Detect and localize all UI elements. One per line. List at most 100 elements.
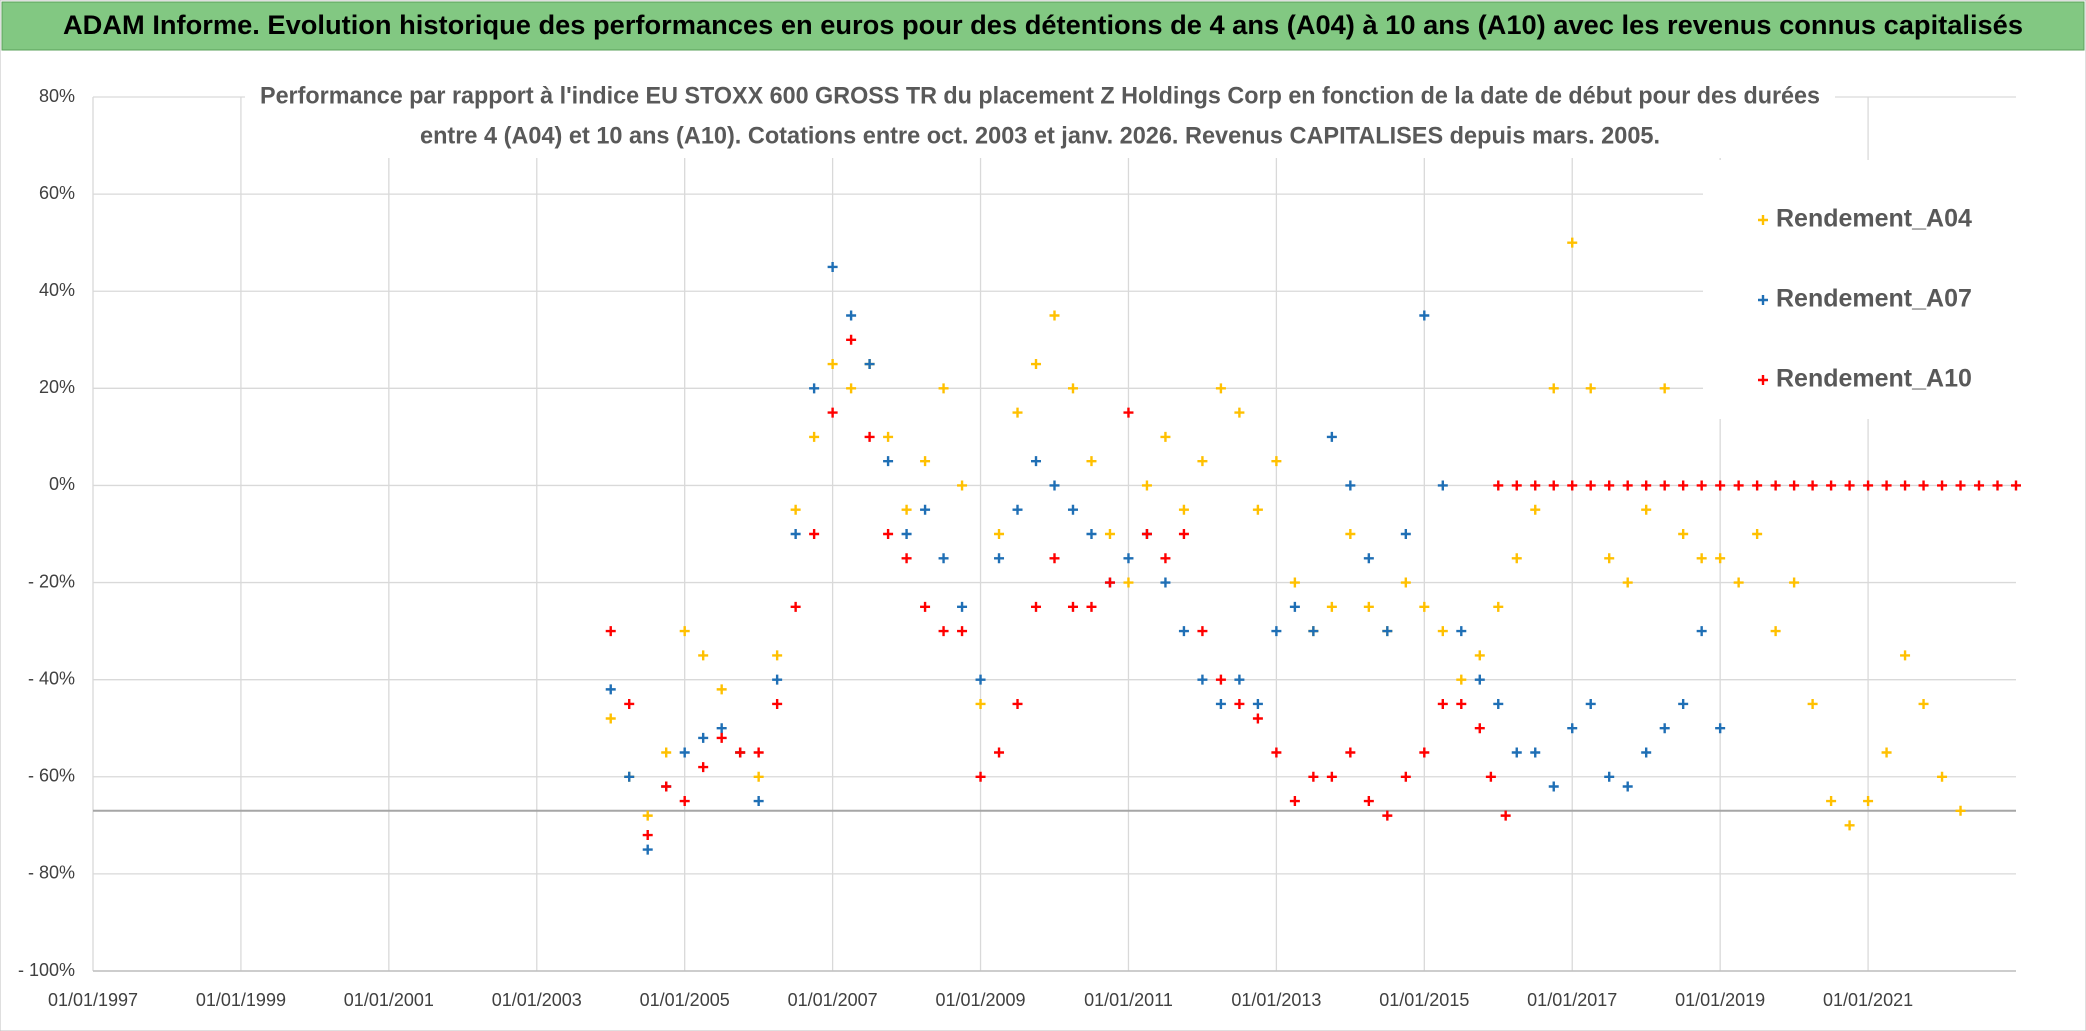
- marker: [1511, 747, 1522, 758]
- marker: [975, 674, 986, 685]
- marker: [1271, 456, 1282, 467]
- marker: [827, 407, 838, 418]
- legend-marker: [1758, 215, 1768, 225]
- marker: [772, 698, 783, 709]
- marker: [642, 844, 653, 855]
- marker: [1918, 480, 1929, 491]
- marker: [1622, 577, 1633, 588]
- marker: [624, 698, 635, 709]
- marker: [1604, 480, 1615, 491]
- marker: [1419, 747, 1430, 758]
- marker: [957, 480, 968, 491]
- marker: [1234, 674, 1245, 685]
- marker: [1511, 553, 1522, 564]
- marker: [1752, 529, 1763, 539]
- y-tick-label: 0%: [49, 474, 75, 494]
- marker: [624, 771, 635, 782]
- x-tick-label: 01/01/2007: [788, 990, 878, 1010]
- marker: [1770, 480, 1781, 491]
- marker: [1252, 698, 1263, 709]
- marker: [753, 747, 764, 758]
- marker: [1485, 771, 1496, 782]
- marker: [1511, 480, 1522, 491]
- marker: [957, 626, 968, 637]
- marker: [1937, 771, 1948, 782]
- marker: [1530, 504, 1541, 515]
- marker: [1530, 747, 1541, 758]
- marker: [1289, 577, 1300, 588]
- marker: [1067, 601, 1078, 612]
- marker: [1086, 456, 1097, 467]
- marker: [1770, 626, 1781, 637]
- marker: [753, 796, 764, 807]
- marker: [1437, 480, 1448, 491]
- y-tick-label: - 40%: [28, 668, 75, 688]
- subtitle-box: [245, 76, 1835, 158]
- marker: [1382, 626, 1393, 637]
- marker: [1215, 674, 1226, 685]
- marker: [1363, 601, 1374, 612]
- marker: [1567, 237, 1578, 248]
- marker: [1178, 529, 1189, 539]
- marker: [1659, 480, 1670, 491]
- marker: [846, 334, 857, 345]
- marker: [716, 732, 727, 743]
- marker: [1031, 456, 1042, 467]
- marker: [1715, 480, 1726, 491]
- marker: [1345, 529, 1356, 539]
- y-tick-label: - 80%: [28, 863, 75, 883]
- marker: [1123, 553, 1134, 564]
- x-tick-label: 01/01/2017: [1527, 990, 1617, 1010]
- marker: [1104, 577, 1115, 588]
- x-tick-label: 01/01/2013: [1231, 990, 1321, 1010]
- marker: [1123, 577, 1134, 588]
- x-tick-label: 01/01/2001: [344, 990, 434, 1010]
- marker: [1049, 310, 1060, 321]
- legend-label: Rendement_A10: [1776, 365, 1972, 393]
- marker: [1252, 713, 1263, 724]
- x-tick-label: 01/01/2005: [640, 990, 730, 1010]
- marker: [1067, 383, 1078, 394]
- marker: [1493, 601, 1504, 612]
- marker: [661, 781, 672, 792]
- marker: [1500, 810, 1511, 821]
- marker: [1012, 407, 1023, 418]
- marker: [698, 650, 709, 661]
- marker: [1622, 781, 1633, 792]
- marker: [1955, 805, 1966, 816]
- marker: [679, 796, 690, 807]
- marker: [1659, 383, 1670, 394]
- marker: [1918, 698, 1929, 709]
- marker: [1678, 480, 1689, 491]
- marker: [1400, 529, 1411, 539]
- marker: [605, 626, 616, 637]
- marker: [1604, 771, 1615, 782]
- marker: [1178, 626, 1189, 637]
- marker: [1197, 626, 1208, 637]
- marker: [1049, 553, 1060, 564]
- marker: [1807, 480, 1818, 491]
- marker: [827, 359, 838, 370]
- marker: [1826, 796, 1837, 807]
- marker: [901, 553, 912, 564]
- marker: [1104, 529, 1115, 539]
- marker: [1641, 480, 1652, 491]
- marker: [790, 504, 801, 515]
- marker: [938, 626, 949, 637]
- marker: [1012, 698, 1023, 709]
- chart-subtitle: Performance par rapport à l'indice EU ST…: [260, 82, 1820, 109]
- marker: [1493, 480, 1504, 491]
- marker: [846, 310, 857, 321]
- marker: [1992, 480, 2003, 491]
- marker: [1012, 504, 1023, 515]
- marker: [809, 529, 820, 539]
- marker: [772, 650, 783, 661]
- legend-marker: [1758, 375, 1768, 385]
- marker: [1474, 723, 1485, 734]
- marker: [1604, 553, 1615, 564]
- legend-label: Rendement_A04: [1776, 205, 1972, 233]
- marker: [1659, 723, 1670, 734]
- marker: [883, 431, 894, 442]
- marker: [1086, 529, 1097, 539]
- marker: [1863, 480, 1874, 491]
